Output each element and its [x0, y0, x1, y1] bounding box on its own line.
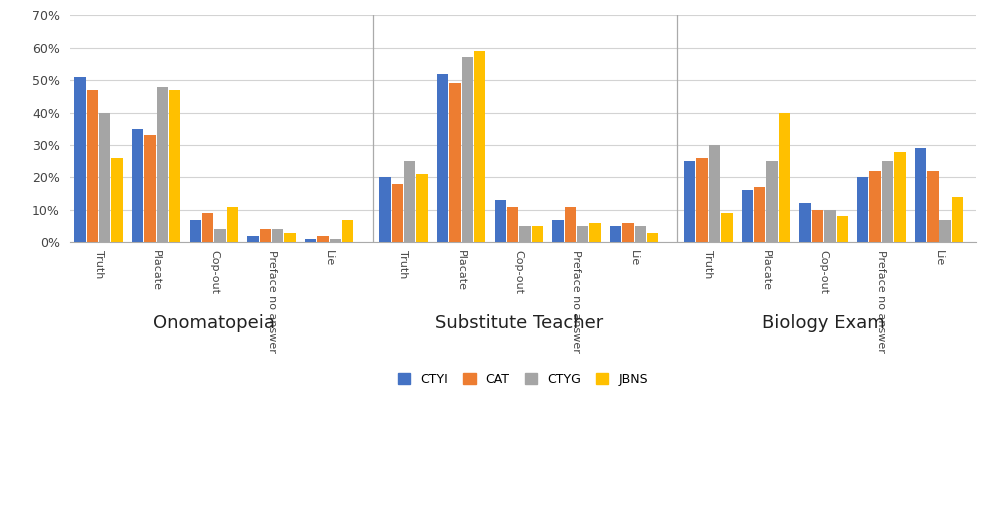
Bar	[285, 233, 296, 242]
Bar	[495, 200, 506, 242]
Bar	[709, 145, 720, 242]
Bar	[927, 171, 938, 242]
Bar	[144, 135, 155, 242]
Bar	[696, 158, 708, 242]
Bar	[800, 204, 811, 242]
Bar	[952, 197, 963, 242]
Bar	[532, 226, 543, 242]
Bar	[227, 207, 238, 242]
Bar	[721, 213, 732, 242]
Bar	[590, 223, 601, 242]
Bar	[577, 226, 589, 242]
Bar	[684, 161, 695, 242]
Text: Onomatopeia: Onomatopeia	[153, 314, 275, 332]
Bar	[449, 83, 460, 242]
Bar	[169, 90, 180, 242]
Bar	[914, 148, 926, 242]
Bar	[634, 226, 646, 242]
Bar	[767, 161, 778, 242]
Bar	[379, 177, 390, 242]
Bar	[858, 177, 869, 242]
Bar	[647, 233, 658, 242]
Bar	[870, 171, 880, 242]
Bar	[742, 190, 753, 242]
Bar	[342, 220, 354, 242]
Bar	[519, 226, 531, 242]
Bar	[552, 220, 564, 242]
Bar	[894, 152, 905, 242]
Bar	[202, 213, 213, 242]
Bar	[247, 236, 259, 242]
Bar	[330, 239, 342, 242]
Bar	[779, 113, 790, 242]
Bar	[474, 51, 485, 242]
Bar	[812, 210, 823, 242]
Bar	[132, 129, 143, 242]
Bar	[99, 113, 111, 242]
Bar	[565, 207, 576, 242]
Bar	[112, 158, 123, 242]
Text: Biology Exam: Biology Exam	[762, 314, 885, 332]
Legend: CTYI, CAT, CTYG, JBNS: CTYI, CAT, CTYG, JBNS	[392, 368, 653, 391]
Bar	[305, 239, 317, 242]
Bar	[156, 86, 168, 242]
Bar	[939, 220, 951, 242]
Bar	[824, 210, 836, 242]
Bar	[272, 229, 284, 242]
Bar	[437, 74, 448, 242]
Bar	[318, 236, 329, 242]
Bar	[754, 187, 766, 242]
Bar	[416, 174, 427, 242]
Bar	[404, 161, 415, 242]
Bar	[837, 217, 848, 242]
Bar	[622, 223, 633, 242]
Bar	[75, 77, 86, 242]
Bar	[260, 229, 271, 242]
Text: Substitute Teacher: Substitute Teacher	[434, 314, 603, 332]
Bar	[507, 207, 518, 242]
Bar	[214, 229, 226, 242]
Bar	[881, 161, 893, 242]
Bar	[189, 220, 201, 242]
Bar	[461, 58, 473, 242]
Bar	[610, 226, 622, 242]
Bar	[87, 90, 98, 242]
Bar	[391, 184, 403, 242]
